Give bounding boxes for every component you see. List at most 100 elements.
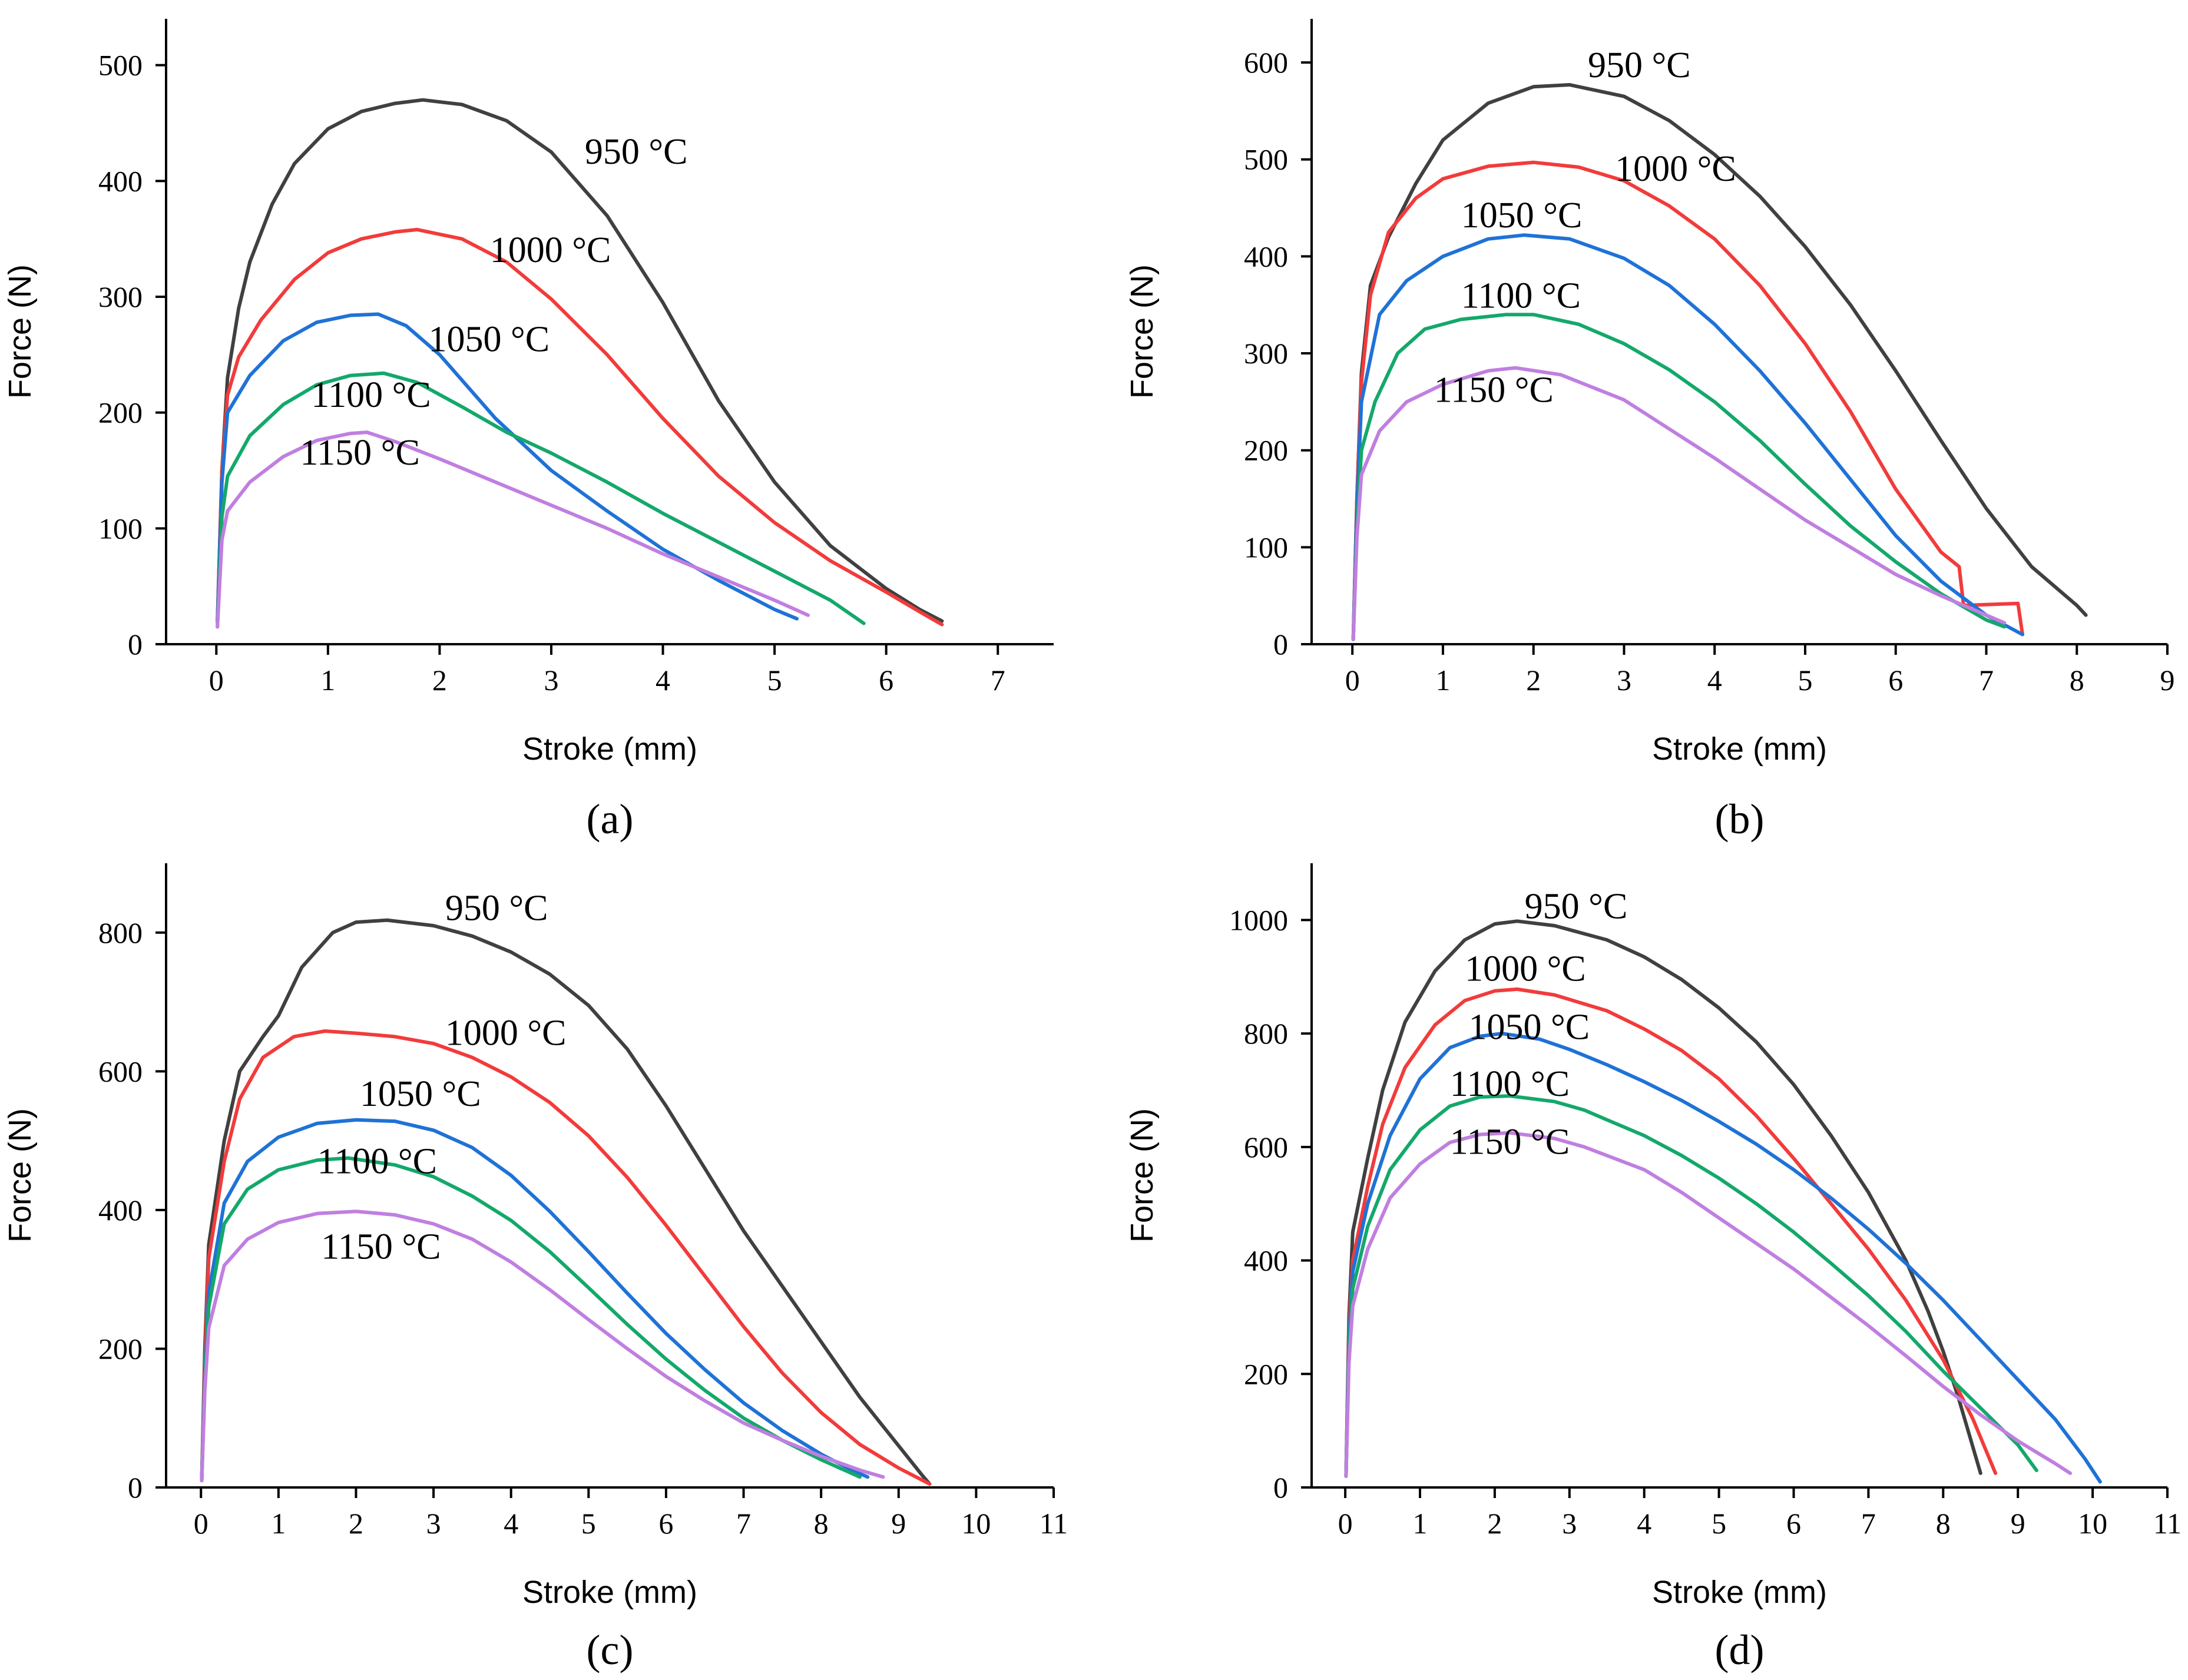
series-label-1150c: 1150 °C	[321, 1227, 441, 1267]
series-line-1100c	[1344, 1094, 2038, 1478]
series-line-1000c	[1344, 987, 1998, 1478]
x-tick-label: 6	[879, 664, 893, 697]
axes: 0 1 2 3 4 5 6 7 8 9 10 11 0 200 400 600 800	[98, 863, 1068, 1540]
panel-caption: (b)	[1715, 796, 1765, 843]
x-tick-label: 2	[1487, 1507, 1502, 1540]
x-tick-label: 0	[194, 1507, 208, 1540]
x-tick-label: 0	[1345, 664, 1360, 697]
x-tick-label: 2	[349, 1507, 363, 1540]
x-tick-label: 0	[1338, 1507, 1353, 1540]
x-tick-label: 11	[2153, 1507, 2182, 1540]
axes: 0 1 2 3 4 5 6 7 8 9 10 11 0 200 400 600 800 1000	[1229, 863, 2182, 1540]
series-label-1150c: 1150 °C	[1450, 1122, 1570, 1162]
series-line-950c	[1344, 919, 1982, 1478]
x-tick-label: 6	[1888, 664, 1903, 697]
y-tick-label: 600	[1244, 46, 1288, 79]
y-tick-label: 400	[98, 1194, 143, 1227]
y-tick-label: 0	[1273, 628, 1288, 661]
y-tick-label: 300	[1244, 337, 1288, 370]
x-tick-label: 4	[656, 664, 670, 697]
y-tick-label: 200	[98, 396, 143, 429]
y-tick-label: 100	[1244, 531, 1288, 564]
y-axis-title: Force (N)	[2, 264, 38, 399]
y-axis-title: Force (N)	[2, 1108, 38, 1242]
x-tick-label: 2	[432, 664, 447, 697]
series-label-1100c: 1100 °C	[311, 375, 431, 415]
chart-panel-b: 0 1 2 3 4 5 6 7 8 9 0 100 200 300 400 500 600 Stroke (mm)…	[1124, 19, 2175, 843]
axes: 0 1 2 3 4 5 6 7 0 100 200 300 400 500	[98, 19, 1054, 697]
panel-caption: (a)	[587, 796, 634, 843]
series-label-1100c: 1100 °C	[1461, 276, 1581, 316]
panel-caption: (c)	[587, 1626, 634, 1674]
y-tick-label: 500	[1244, 143, 1288, 176]
x-tick-label: 5	[1798, 664, 1812, 697]
series-label-1000c: 1000 °C	[490, 230, 611, 270]
series-label-950c: 950 °C	[585, 132, 688, 172]
chart-panel-c: 0 1 2 3 4 5 6 7 8 9 10 11 0 200 400 600 800 Stroke (mm) Fo…	[2, 863, 1068, 1674]
x-tick-label: 9	[2160, 664, 2175, 697]
x-tick-label: 5	[581, 1507, 596, 1540]
x-axis-title: Stroke (mm)	[1652, 731, 1827, 767]
x-tick-label: 1	[1413, 1507, 1428, 1540]
y-tick-label: 400	[1244, 240, 1288, 273]
series-label-950c: 950 °C	[1588, 45, 1691, 85]
series-label-1000c: 1000 °C	[1465, 949, 1586, 989]
series-line-1000c	[216, 227, 944, 627]
x-tick-label: 9	[891, 1507, 906, 1540]
y-tick-label: 500	[98, 49, 143, 82]
x-tick-label: 7	[991, 664, 1005, 697]
y-tick-label: 200	[1244, 1357, 1288, 1390]
x-tick-label: 3	[1617, 664, 1631, 697]
chart-panel-a: 0 1 2 3 4 5 6 7 0 100 200 300 400 500 Stroke (mm) Force…	[2, 19, 1054, 843]
x-tick-label: 10	[2078, 1507, 2107, 1540]
series-line-1000c	[1351, 160, 2024, 641]
x-tick-label: 9	[2011, 1507, 2025, 1540]
x-tick-label: 3	[426, 1507, 441, 1540]
y-tick-label: 800	[98, 916, 143, 949]
series-line-1050c	[200, 1118, 870, 1483]
x-tick-label: 1	[1435, 664, 1450, 697]
series-line-1150c	[200, 1210, 885, 1483]
series-label-1150c: 1150 °C	[1434, 370, 1554, 410]
x-axis-title: Stroke (mm)	[522, 731, 697, 767]
series-line-950c	[200, 918, 932, 1486]
y-tick-label: 600	[98, 1055, 143, 1088]
x-tick-label: 1	[271, 1507, 286, 1540]
series-line-950c	[216, 98, 944, 623]
series-group: 950 °C 1000 °C 1050 °C 1100 °C 1150 °C	[1351, 45, 2088, 641]
series-line-1050c	[1344, 1032, 2102, 1484]
series-line-1050c	[216, 312, 799, 625]
x-tick-label: 1	[320, 664, 335, 697]
x-tick-label: 5	[767, 664, 782, 697]
y-tick-label: 0	[128, 1471, 143, 1504]
x-tick-label: 3	[544, 664, 558, 697]
series-label-1050c: 1050 °C	[428, 319, 550, 359]
series-group: 950 °C 1000 °C 1050 °C 1100 °C 1150 °C	[1344, 886, 2102, 1484]
series-line-1150c	[1351, 366, 2007, 641]
x-tick-label: 8	[1936, 1507, 1951, 1540]
chart-panel-d: 0 1 2 3 4 5 6 7 8 9 10 11 0 200 400 600 800 1000 Stroke (m…	[1124, 863, 2182, 1674]
y-tick-label: 100	[98, 512, 143, 545]
series-label-1100c: 1100 °C	[1450, 1064, 1570, 1104]
series-group: 950 °C 1000 °C 1050 °C 1100 °C 1150 °C	[200, 889, 932, 1486]
x-tick-label: 7	[1861, 1507, 1876, 1540]
y-tick-label: 300	[98, 280, 143, 313]
x-tick-label: 5	[1712, 1507, 1726, 1540]
series-line-1050c	[1351, 233, 2024, 641]
x-tick-label: 10	[961, 1507, 991, 1540]
series-line-1150c	[216, 430, 810, 629]
x-tick-label: 4	[504, 1507, 518, 1540]
x-tick-label: 6	[1786, 1507, 1801, 1540]
y-axis-title: Force (N)	[1124, 1108, 1160, 1242]
series-group: 950 °C 1000 °C 1050 °C 1100 °C 1150 °C	[216, 98, 944, 629]
series-line-1100c	[216, 371, 866, 629]
y-tick-label: 200	[1244, 434, 1288, 467]
y-axis-title: Force (N)	[1124, 264, 1160, 399]
series-label-1050c: 1050 °C	[1468, 1008, 1590, 1048]
panel-caption: (d)	[1715, 1626, 1765, 1674]
x-tick-label: 8	[814, 1507, 829, 1540]
axes: 0 1 2 3 4 5 6 7 8 9 0 100 200 300 400 500 600	[1244, 19, 2175, 697]
series-label-1050c: 1050 °C	[360, 1074, 481, 1114]
series-label-1000c: 1000 °C	[1615, 149, 1736, 189]
